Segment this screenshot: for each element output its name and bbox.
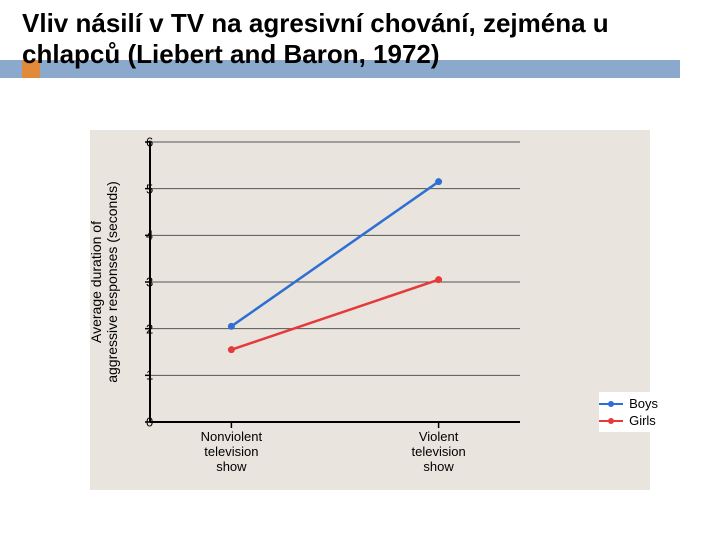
legend-swatch <box>599 420 623 422</box>
legend-label: Boys <box>629 396 658 411</box>
legend-item: Boys <box>599 396 658 411</box>
y-axis-label: Average duration of aggressive responses… <box>88 181 120 383</box>
slide-title: Vliv násilí v TV na agresivní chování, z… <box>22 8 700 69</box>
slide-title-block: Vliv násilí v TV na agresivní chování, z… <box>22 8 700 69</box>
legend-swatch <box>599 403 623 405</box>
chart-svg <box>90 130 650 490</box>
legend-item: Girls <box>599 413 658 428</box>
x-tick-label: Nonviolent television show <box>181 430 281 475</box>
legend: Boys Girls <box>599 392 658 432</box>
x-tick-label: Violent television show <box>389 430 489 475</box>
legend-label: Girls <box>629 413 656 428</box>
chart-container: BoysGirls 0123456Nonviolent television s… <box>90 130 650 490</box>
